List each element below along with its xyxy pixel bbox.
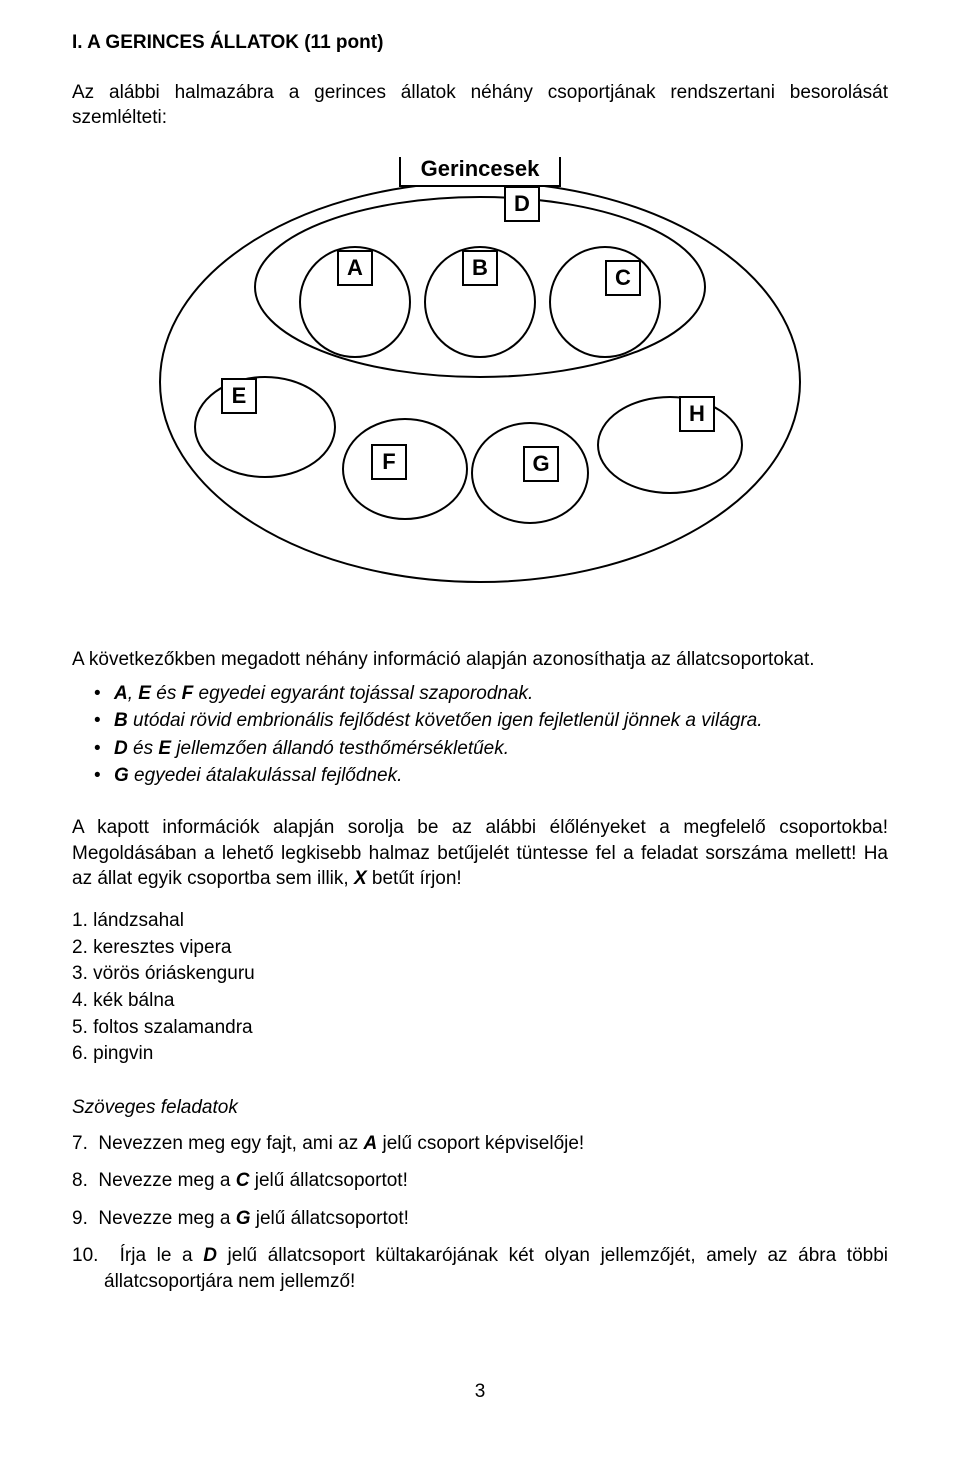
clue-item: B utódai rövid embrionális fejlődést köv…	[72, 708, 888, 734]
svg-text:H: H	[689, 401, 705, 426]
page-title: I. A GERINCES ÁLLATOK (11 pont)	[72, 30, 888, 56]
svg-text:B: B	[472, 255, 488, 280]
species-list: 1. lándzsahal2. keresztes vipera3. vörös…	[72, 908, 888, 1067]
question-item: 10. Írja le a D jelű állatcsoport kültak…	[72, 1243, 888, 1294]
species-item: 6. pingvin	[72, 1041, 888, 1067]
svg-text:F: F	[382, 449, 395, 474]
svg-text:E: E	[232, 383, 247, 408]
question-item: 7. Nevezzen meg egy fajt, ami az A jelű …	[72, 1131, 888, 1157]
species-item: 1. lándzsahal	[72, 908, 888, 934]
species-item: 2. keresztes vipera	[72, 935, 888, 961]
clue-list: A, E és F egyedei egyaránt tojással szap…	[72, 681, 888, 790]
species-item: 5. foltos szalamandra	[72, 1015, 888, 1041]
svg-text:A: A	[347, 255, 363, 280]
questions-list: 7. Nevezzen meg egy fajt, ami az A jelű …	[72, 1131, 888, 1295]
intro-text: Az alábbi halmazábra a gerinces állatok …	[72, 80, 888, 131]
svg-text:D: D	[514, 191, 530, 216]
venn-diagram: Gerincesek D A B C E F G H	[130, 157, 830, 607]
species-item: 4. kék bálna	[72, 988, 888, 1014]
species-item: 3. vörös óriáskenguru	[72, 961, 888, 987]
question-item: 8. Nevezze meg a C jelű állatcsoportot!	[72, 1168, 888, 1194]
questions-heading: Szöveges feladatok	[72, 1095, 888, 1121]
svg-text:C: C	[615, 265, 631, 290]
svg-text:G: G	[532, 451, 549, 476]
task-instruction: A kapott információk alapján sorolja be …	[72, 815, 888, 892]
question-item: 9. Nevezze meg a G jelű állatcsoportot!	[72, 1206, 888, 1232]
clue-item: A, E és F egyedei egyaránt tojással szap…	[72, 681, 888, 707]
page-number: 3	[475, 1379, 486, 1405]
clue-item: D és E jellemzően állandó testhőmérsékle…	[72, 736, 888, 762]
post-diagram-text: A következőkben megadott néhány informác…	[72, 647, 888, 673]
svg-text:Gerincesek: Gerincesek	[421, 157, 540, 181]
clue-item: G egyedei átalakulással fejlődnek.	[72, 763, 888, 789]
